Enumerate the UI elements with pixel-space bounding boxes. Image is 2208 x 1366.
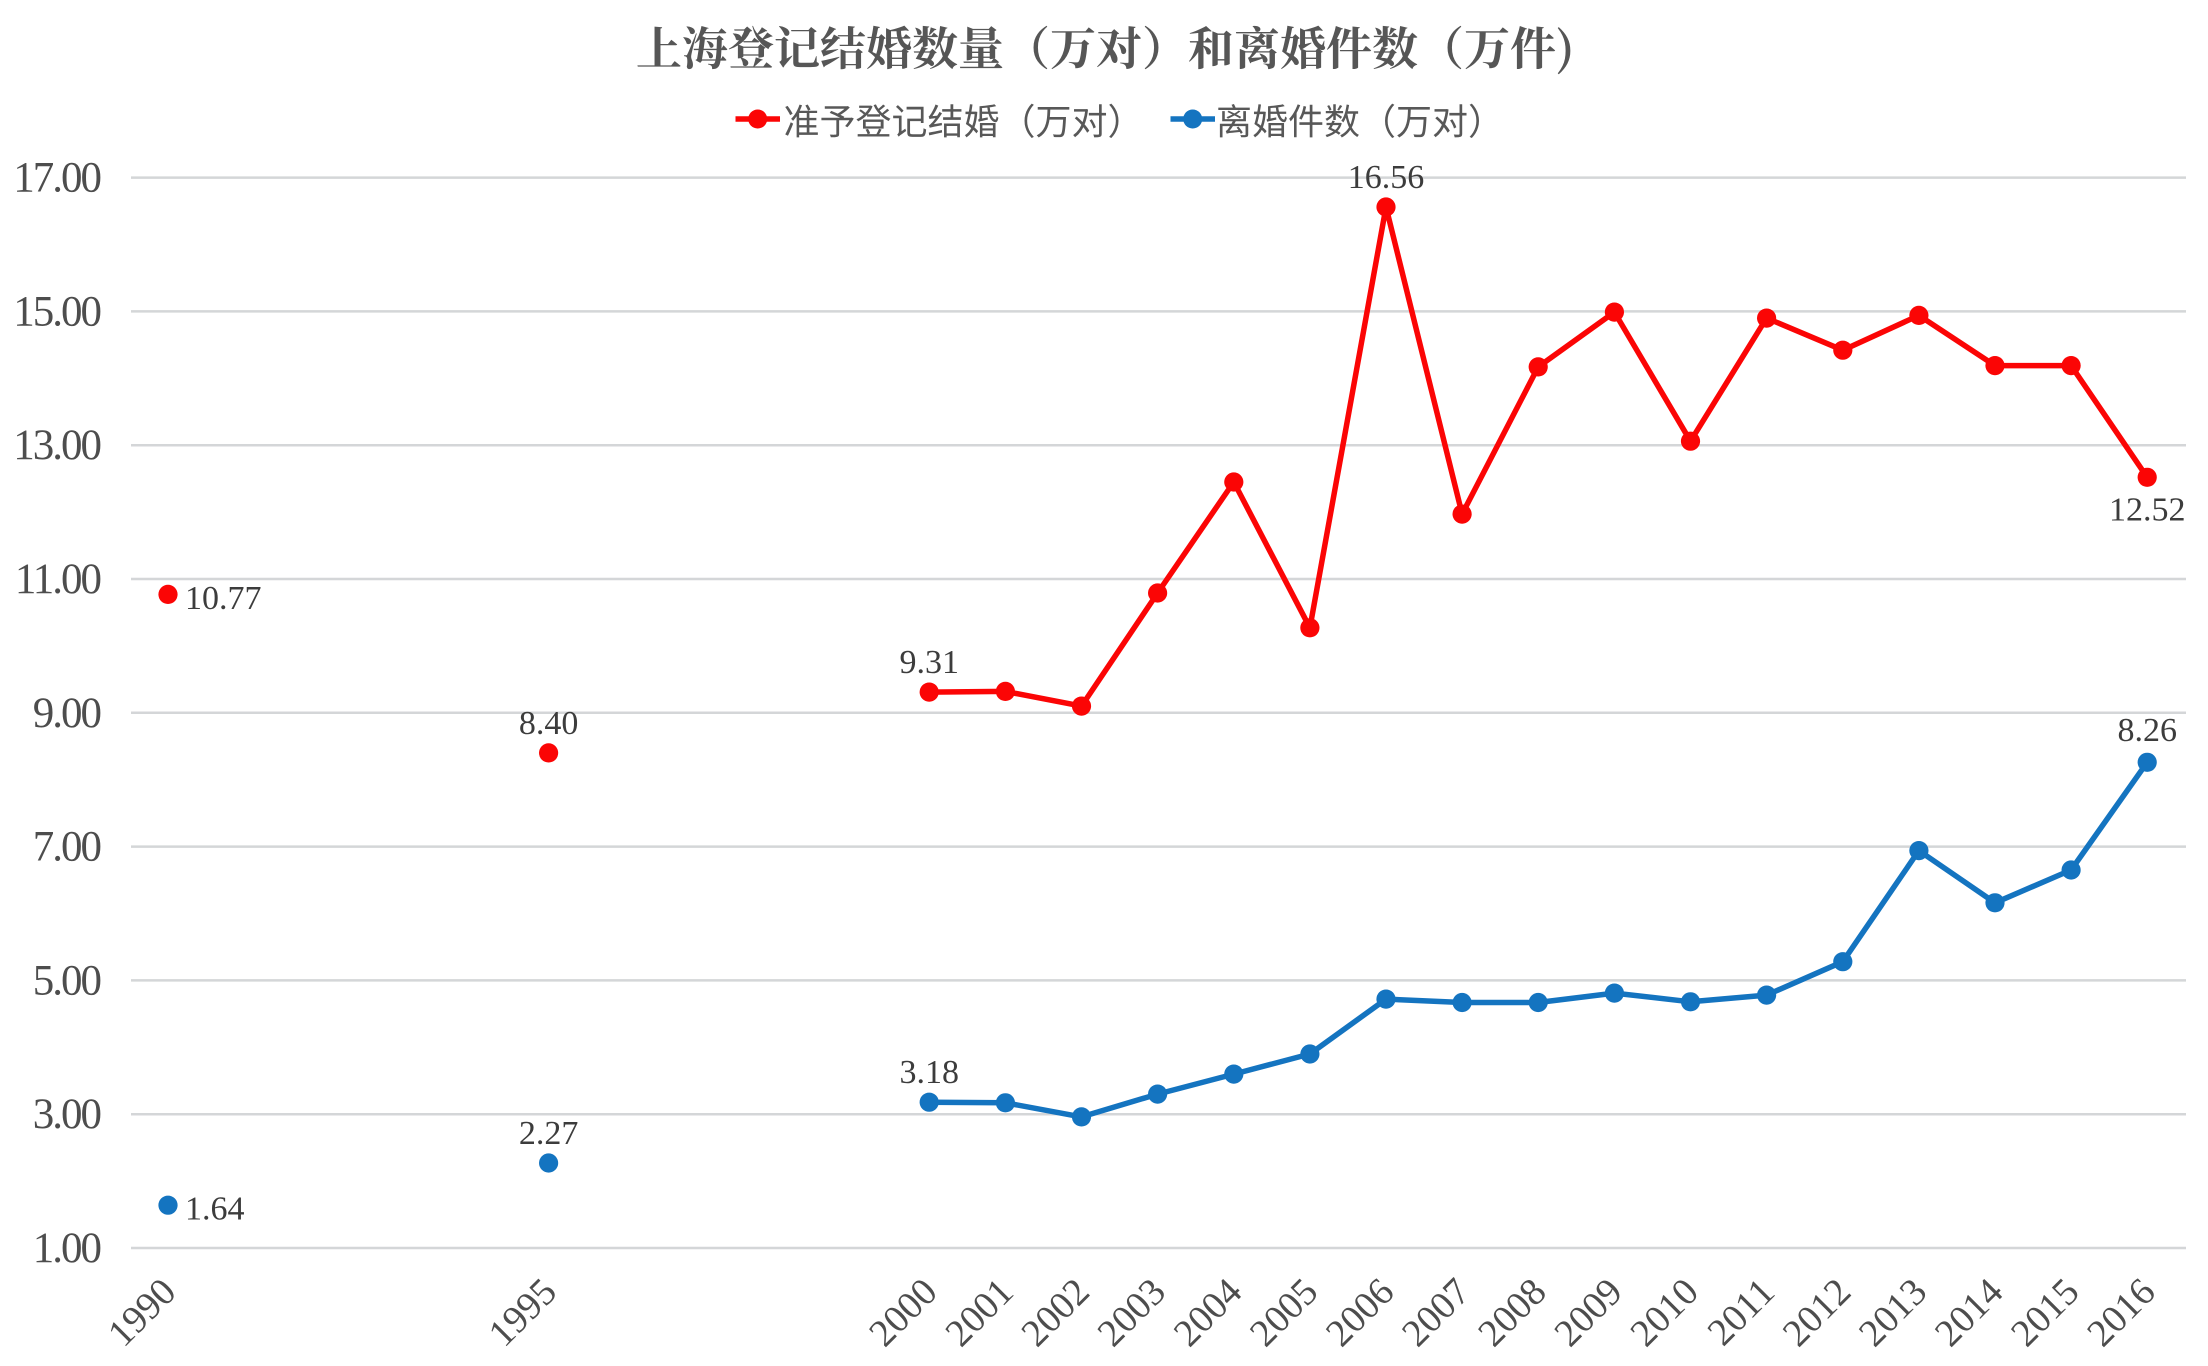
svg-text:10.77: 10.77 — [185, 580, 262, 617]
svg-text:1.00: 1.00 — [33, 1225, 101, 1272]
svg-text:7.00: 7.00 — [33, 824, 101, 871]
svg-text:15.00: 15.00 — [13, 288, 100, 335]
svg-text:8.40: 8.40 — [519, 705, 579, 742]
svg-text:11.00: 11.00 — [15, 556, 101, 603]
svg-text:2.27: 2.27 — [519, 1115, 579, 1152]
svg-text:17.00: 17.00 — [13, 155, 100, 202]
svg-text:13.00: 13.00 — [13, 422, 100, 469]
svg-text:16.56: 16.56 — [1348, 159, 1425, 196]
svg-text:8.26: 8.26 — [2117, 712, 2177, 749]
svg-text:3.18: 3.18 — [899, 1054, 959, 1091]
svg-text:12.52: 12.52 — [2109, 491, 2186, 528]
svg-text:3.00: 3.00 — [33, 1091, 101, 1138]
svg-text:9.31: 9.31 — [899, 644, 959, 681]
svg-text:9.00: 9.00 — [33, 690, 101, 737]
svg-text:5.00: 5.00 — [33, 957, 101, 1004]
svg-text:1.64: 1.64 — [185, 1191, 245, 1228]
